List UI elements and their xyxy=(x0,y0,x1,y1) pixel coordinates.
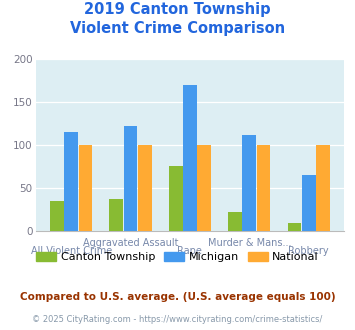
Text: Robbery: Robbery xyxy=(288,247,329,256)
Bar xyxy=(50,201,64,231)
Text: © 2025 CityRating.com - https://www.cityrating.com/crime-statistics/: © 2025 CityRating.com - https://www.city… xyxy=(32,315,323,324)
Bar xyxy=(288,223,301,231)
Text: Murder & Mans...: Murder & Mans... xyxy=(208,238,291,248)
Text: 2019 Canton Township: 2019 Canton Township xyxy=(84,2,271,16)
Bar xyxy=(169,166,182,231)
Bar xyxy=(124,126,137,231)
Text: Violent Crime Comparison: Violent Crime Comparison xyxy=(70,21,285,36)
Bar xyxy=(257,145,271,231)
Text: All Violent Crime: All Violent Crime xyxy=(31,247,112,256)
Bar xyxy=(302,175,316,231)
Bar xyxy=(183,85,197,231)
Bar xyxy=(138,145,152,231)
Bar xyxy=(242,135,256,231)
Bar xyxy=(197,145,211,231)
Bar xyxy=(64,132,78,231)
Bar xyxy=(316,145,330,231)
Text: Compared to U.S. average. (U.S. average equals 100): Compared to U.S. average. (U.S. average … xyxy=(20,292,335,302)
Legend: Canton Township, Michigan, National: Canton Township, Michigan, National xyxy=(32,248,323,267)
Text: Rape: Rape xyxy=(178,247,202,256)
Bar xyxy=(228,212,242,231)
Bar xyxy=(78,145,92,231)
Text: Aggravated Assault: Aggravated Assault xyxy=(83,238,178,248)
Bar xyxy=(109,199,123,231)
